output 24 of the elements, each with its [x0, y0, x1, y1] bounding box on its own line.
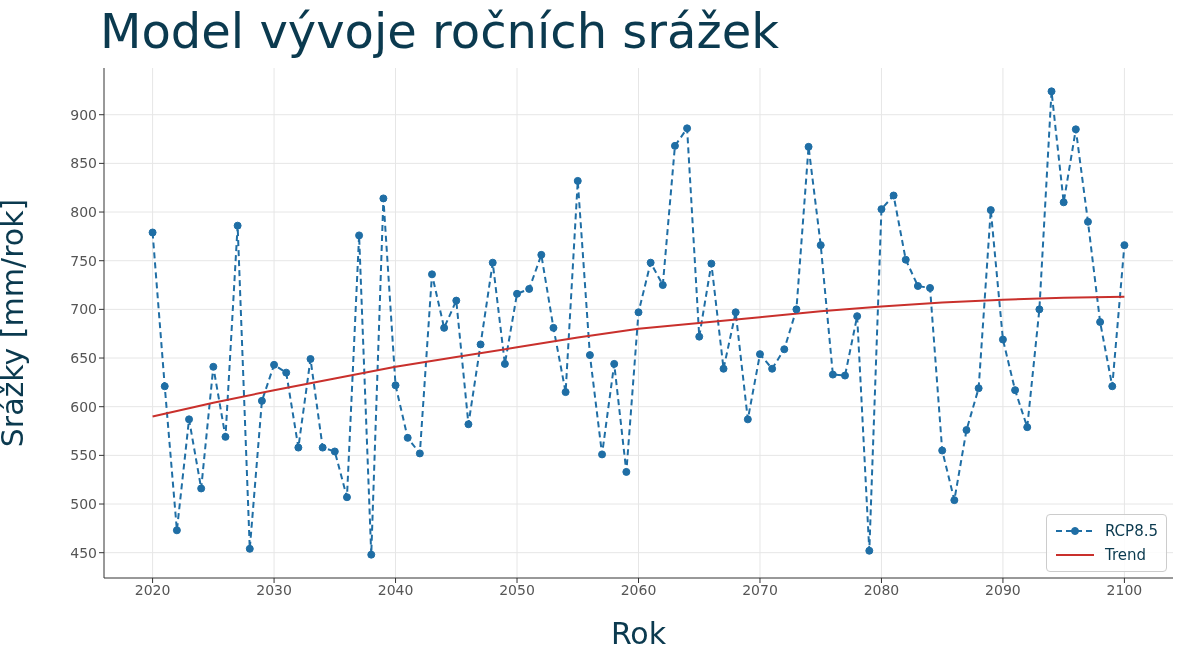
y-tick-label: 900 — [70, 106, 97, 123]
x-tick-label: 2090 — [985, 581, 1021, 598]
legend-label: RCP8.5 — [1104, 522, 1158, 540]
x-tick-label: 2020 — [134, 581, 171, 598]
y-tick-label: 550 — [70, 447, 97, 464]
chart-title: Model vývoje ročních srážek — [100, 3, 780, 59]
y-tick-label: 700 — [70, 301, 97, 318]
legend-label: Trend — [1104, 546, 1146, 564]
x-tick-label: 2100 — [1106, 581, 1143, 598]
y-tick-label: 800 — [70, 204, 97, 221]
x-axis-title: Rok — [610, 616, 667, 650]
y-tick-label: 650 — [70, 350, 97, 367]
x-tick-label: 2030 — [256, 581, 292, 598]
x-tick-label: 2040 — [377, 581, 414, 598]
x-tick-label: 2070 — [742, 581, 778, 598]
y-tick-label: 750 — [70, 252, 97, 269]
x-tick-label: 2050 — [499, 581, 535, 598]
y-tick-label: 450 — [70, 544, 97, 561]
x-tick-label: 2080 — [863, 581, 900, 598]
line-series — [151, 295, 1126, 418]
y-tick-label: 600 — [70, 398, 97, 415]
y-tick-label: 500 — [70, 496, 97, 512]
y-tick-label: 850 — [70, 155, 97, 172]
x-tick-label: 2060 — [620, 581, 657, 598]
